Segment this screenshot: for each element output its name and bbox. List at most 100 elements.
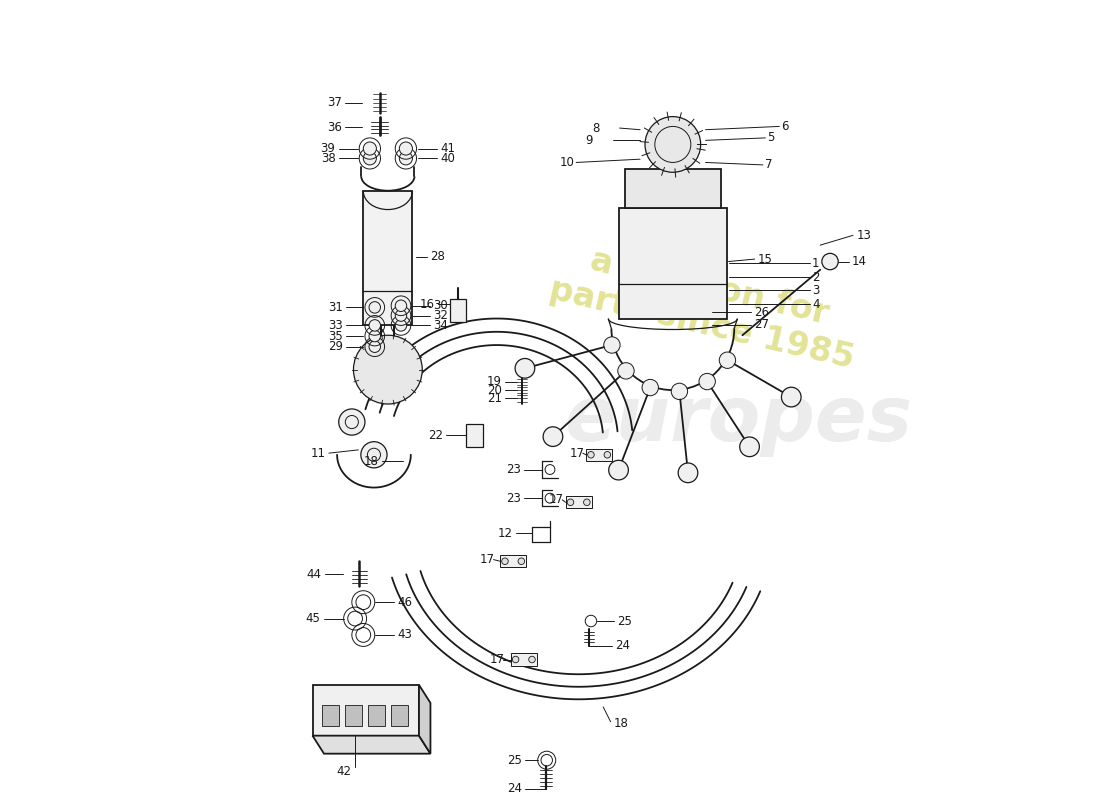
Circle shape (587, 451, 594, 458)
Circle shape (395, 320, 407, 331)
Text: a passion for
parts since 1985: a passion for parts since 1985 (546, 236, 866, 375)
Text: 34: 34 (433, 319, 448, 332)
Text: 8: 8 (592, 122, 600, 134)
Text: 4: 4 (812, 298, 820, 310)
Text: 3: 3 (812, 284, 820, 297)
Circle shape (671, 383, 688, 399)
Circle shape (513, 656, 519, 662)
Circle shape (502, 558, 508, 565)
Bar (619, 208, 727, 319)
Text: 37: 37 (327, 96, 342, 109)
Circle shape (584, 499, 590, 506)
Text: 38: 38 (321, 152, 336, 165)
Text: 28: 28 (430, 250, 446, 263)
Text: 46: 46 (398, 596, 412, 609)
Text: 25: 25 (507, 754, 522, 766)
Text: 23: 23 (506, 463, 520, 476)
Bar (510, 654, 537, 666)
Text: 13: 13 (856, 229, 871, 242)
Text: 17: 17 (490, 653, 505, 666)
Circle shape (608, 460, 628, 480)
Circle shape (368, 320, 381, 331)
Circle shape (363, 152, 376, 165)
Text: 17: 17 (480, 553, 495, 566)
Circle shape (739, 437, 759, 457)
Circle shape (781, 387, 801, 407)
Circle shape (822, 254, 838, 270)
Text: 43: 43 (398, 629, 412, 642)
Text: 9: 9 (585, 134, 593, 147)
Circle shape (378, 357, 398, 376)
Circle shape (363, 142, 376, 155)
Circle shape (361, 442, 387, 468)
Circle shape (353, 335, 422, 404)
Circle shape (642, 379, 659, 396)
Text: 6: 6 (781, 120, 789, 133)
Circle shape (698, 374, 715, 390)
Circle shape (339, 409, 365, 435)
Text: 15: 15 (758, 253, 773, 266)
Text: 17: 17 (570, 446, 584, 460)
Text: 12: 12 (497, 527, 513, 540)
Circle shape (395, 310, 407, 322)
Text: 40: 40 (440, 152, 455, 165)
Bar (368, 706, 385, 726)
Polygon shape (312, 736, 430, 754)
Text: 41: 41 (440, 142, 455, 155)
Text: 11: 11 (310, 446, 326, 460)
Bar (466, 424, 483, 446)
Text: 18: 18 (614, 717, 629, 730)
Text: 44: 44 (307, 568, 321, 581)
Bar (450, 299, 466, 322)
Circle shape (395, 300, 407, 311)
Text: 26: 26 (754, 306, 769, 319)
Text: europes: europes (564, 383, 912, 458)
Bar (345, 706, 362, 726)
Text: 36: 36 (327, 121, 342, 134)
Text: 22: 22 (428, 429, 442, 442)
Circle shape (618, 362, 635, 379)
Text: 35: 35 (328, 330, 343, 342)
Text: 42: 42 (336, 765, 351, 778)
Circle shape (368, 341, 381, 353)
Text: 45: 45 (306, 612, 321, 625)
Circle shape (719, 352, 736, 368)
Text: 31: 31 (328, 301, 343, 314)
Circle shape (399, 152, 412, 165)
Text: 7: 7 (764, 158, 772, 171)
Text: 32: 32 (433, 309, 448, 322)
Text: 30: 30 (433, 299, 448, 312)
Text: 29: 29 (328, 340, 343, 353)
Text: 23: 23 (506, 492, 520, 505)
Text: 21: 21 (486, 392, 502, 405)
Circle shape (368, 302, 381, 313)
Circle shape (568, 499, 574, 506)
Bar (625, 169, 720, 208)
Circle shape (604, 337, 620, 353)
Text: 27: 27 (754, 318, 769, 331)
Circle shape (645, 117, 701, 172)
Bar (312, 685, 419, 736)
Text: 16: 16 (419, 298, 435, 310)
Text: 17: 17 (549, 494, 564, 506)
Circle shape (529, 656, 536, 662)
Circle shape (515, 358, 535, 378)
Text: 5: 5 (767, 131, 774, 144)
Text: 18: 18 (364, 455, 378, 468)
Text: 33: 33 (328, 319, 343, 332)
Text: 14: 14 (852, 255, 867, 268)
Text: 25: 25 (617, 614, 632, 627)
Polygon shape (419, 685, 430, 754)
Circle shape (368, 330, 381, 342)
Bar (586, 449, 613, 461)
Text: 1: 1 (812, 257, 820, 270)
Bar (565, 496, 592, 509)
Text: 39: 39 (320, 142, 336, 155)
Text: 10: 10 (560, 156, 574, 169)
Circle shape (365, 342, 410, 388)
Text: 2: 2 (812, 270, 820, 283)
Circle shape (518, 558, 525, 565)
Text: 20: 20 (487, 383, 502, 397)
Circle shape (543, 426, 563, 446)
Text: 24: 24 (616, 639, 630, 652)
